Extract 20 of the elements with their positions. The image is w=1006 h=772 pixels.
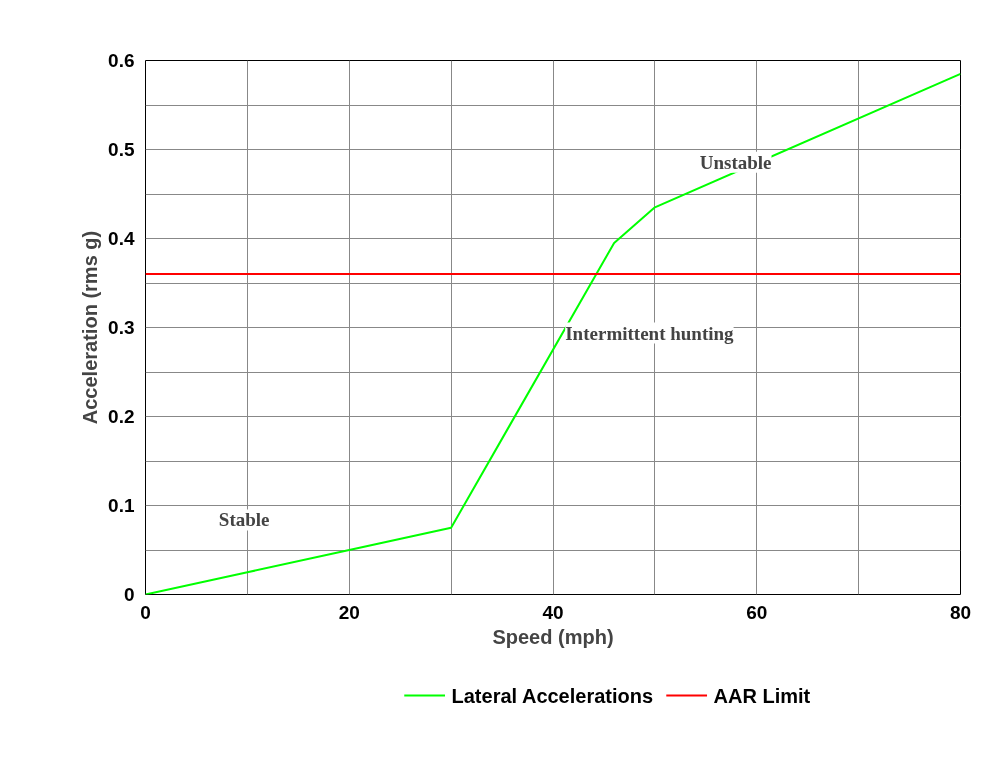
x-tick-label: 20 xyxy=(338,601,360,623)
annotation: Intermittent hunting xyxy=(565,322,735,344)
y-tick-label: 0.2 xyxy=(108,406,135,427)
annotation: Stable xyxy=(218,509,270,531)
x-tick-label: 60 xyxy=(746,601,768,623)
x-tick-label: 40 xyxy=(542,601,564,623)
x-axis-title: Speed (mph) xyxy=(492,625,614,648)
legend-label: AAR Limit xyxy=(713,684,811,707)
annotation: Unstable xyxy=(699,151,772,173)
legend-label: Lateral Accelerations xyxy=(451,684,654,707)
y-tick-label: 0.1 xyxy=(108,495,135,516)
y-axis-title: Acceleration (rms g) xyxy=(79,230,102,425)
y-tick-label: 0.6 xyxy=(108,50,135,71)
y-tick-label: 0 xyxy=(123,584,135,605)
x-tick-label: 80 xyxy=(949,601,972,623)
line-series xyxy=(145,72,961,595)
y-tick-label: 0.4 xyxy=(108,228,135,249)
y-tick-label: 0.3 xyxy=(108,317,135,338)
x-tick-label: 0 xyxy=(140,601,151,623)
y-tick-label: 0.5 xyxy=(108,139,135,160)
